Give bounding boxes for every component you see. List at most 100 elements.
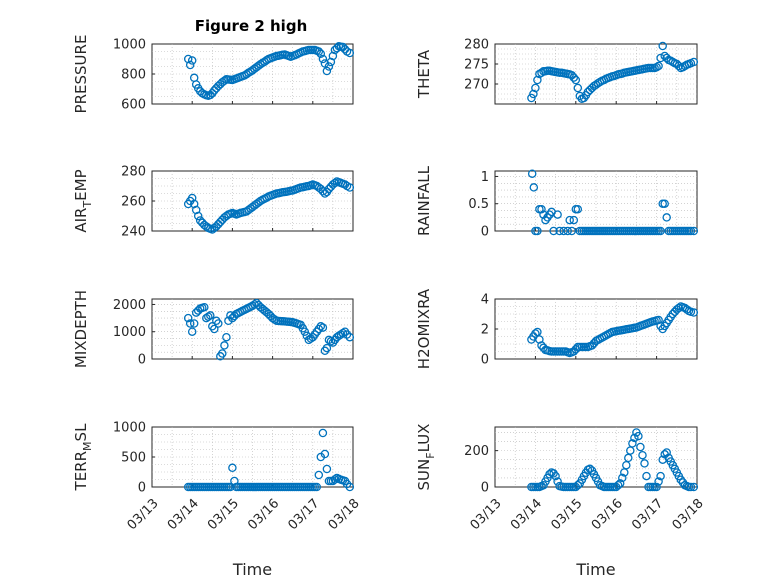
series-markers (183, 177, 355, 234)
data-point (312, 482, 322, 492)
data-point (193, 211, 203, 221)
y-tick-label: 2 (481, 323, 489, 338)
subplot-pressure: 600 800 1000 PRESSURE (72, 35, 355, 114)
x-tick-label: 03/14 (165, 496, 202, 533)
data-point (618, 473, 627, 483)
y-tick-label: 0 (481, 353, 489, 368)
data-point (636, 442, 645, 452)
y-tick-label: 280 (464, 38, 489, 53)
data-point (654, 61, 663, 71)
y-axis-label: H2OMIXRA (415, 288, 433, 369)
data-point (183, 313, 193, 323)
y-axis-label: SUNFLUX (415, 424, 437, 491)
data-point (187, 327, 197, 336)
data-point (555, 226, 564, 236)
series-markers (183, 428, 355, 492)
data-point (316, 322, 326, 331)
data-point (689, 57, 699, 67)
subplot-sun-lux: 0 200 03/13 03/14 03/15 03/16 03/17 03/18 Time SU… (415, 424, 707, 579)
data-point (549, 226, 558, 236)
data-point (689, 226, 699, 236)
data-point (185, 60, 195, 70)
data-point (345, 332, 355, 342)
data-point (551, 471, 560, 481)
x-axis-label: Time (232, 560, 272, 579)
data-point (686, 482, 696, 492)
y-tick-label: 280 (121, 165, 146, 180)
data-point (553, 477, 562, 486)
y-tick-label: 4 (481, 293, 489, 308)
data-point (338, 328, 348, 338)
y-tick-label: 200 (464, 444, 489, 459)
data-point (658, 455, 667, 464)
y-axis-label: RAINFALL (415, 165, 433, 236)
data-point (531, 83, 540, 93)
y-tick-label: 800 (121, 68, 146, 83)
x-tick-label: 03/16 (245, 496, 282, 533)
data-point (316, 49, 326, 59)
series-markers (527, 302, 699, 358)
data-point (613, 480, 623, 490)
data-point (529, 183, 539, 192)
y-tick-label: 1000 (113, 325, 146, 340)
x-tick-label: 03/17 (285, 496, 322, 533)
data-point (660, 199, 669, 208)
subplot-theta: 270 275 280 THETA (415, 38, 699, 105)
y-tick-label: 2000 (113, 298, 146, 313)
data-point (686, 226, 696, 236)
data-point (220, 76, 229, 86)
series-markers (183, 298, 355, 361)
y-axis-label: MIXDEPTH (72, 290, 90, 368)
data-point (654, 477, 663, 486)
data-point (545, 470, 554, 479)
data-point (559, 226, 568, 236)
x-tick-label: 03/17 (629, 496, 666, 533)
data-point (300, 327, 310, 336)
data-point (318, 428, 328, 438)
y-axis-label: TERRMSL (72, 423, 94, 492)
data-point (345, 48, 355, 58)
data-point (571, 75, 581, 85)
data-point (330, 178, 340, 188)
data-point (628, 439, 637, 448)
data-point (565, 215, 574, 225)
figure-title: Figure 2 high (195, 17, 308, 35)
x-axis-label: Time (575, 560, 615, 579)
data-point (210, 324, 219, 334)
data-point (342, 330, 352, 339)
y-tick-label: 240 (121, 225, 146, 240)
data-point (322, 343, 332, 353)
data-point (214, 319, 223, 328)
data-point (200, 302, 209, 312)
y-tick-label: 1000 (113, 38, 146, 53)
data-point (222, 332, 231, 342)
data-point (585, 464, 595, 474)
data-point (656, 471, 665, 481)
subplot-h2omixra: 0 2 4 H2OMIXRA (415, 288, 699, 369)
data-point (318, 323, 328, 332)
data-point (324, 62, 334, 71)
x-tick-label: 03/15 (548, 496, 585, 533)
x-tick-label: 03/16 (589, 496, 626, 533)
data-point (527, 93, 536, 103)
y-axis-label: PRESSURE (72, 35, 90, 114)
x-tick-label: 03/13 (125, 496, 162, 533)
data-point (322, 464, 332, 474)
series-markers (183, 42, 355, 101)
y-tick-label: 1000 (113, 421, 146, 436)
y-tick-label: 0 (481, 481, 489, 496)
data-point (220, 341, 229, 350)
y-tick-label: 0 (138, 481, 146, 496)
y-tick-label: 0.5 (468, 197, 489, 212)
data-point (533, 226, 542, 236)
data-point (573, 480, 583, 490)
x-tick-label: 03/13 (468, 496, 505, 533)
y-tick-label: 500 (121, 451, 146, 466)
subplot-terr-sl: 0 500 1000 03/13 03/14 03/15 03/16 03/17 03/18 Ti… (72, 421, 363, 580)
data-point (689, 308, 699, 317)
data-point (573, 204, 583, 214)
data-point (189, 319, 199, 328)
data-point (204, 312, 213, 321)
data-point (226, 482, 235, 492)
data-point (228, 463, 237, 473)
